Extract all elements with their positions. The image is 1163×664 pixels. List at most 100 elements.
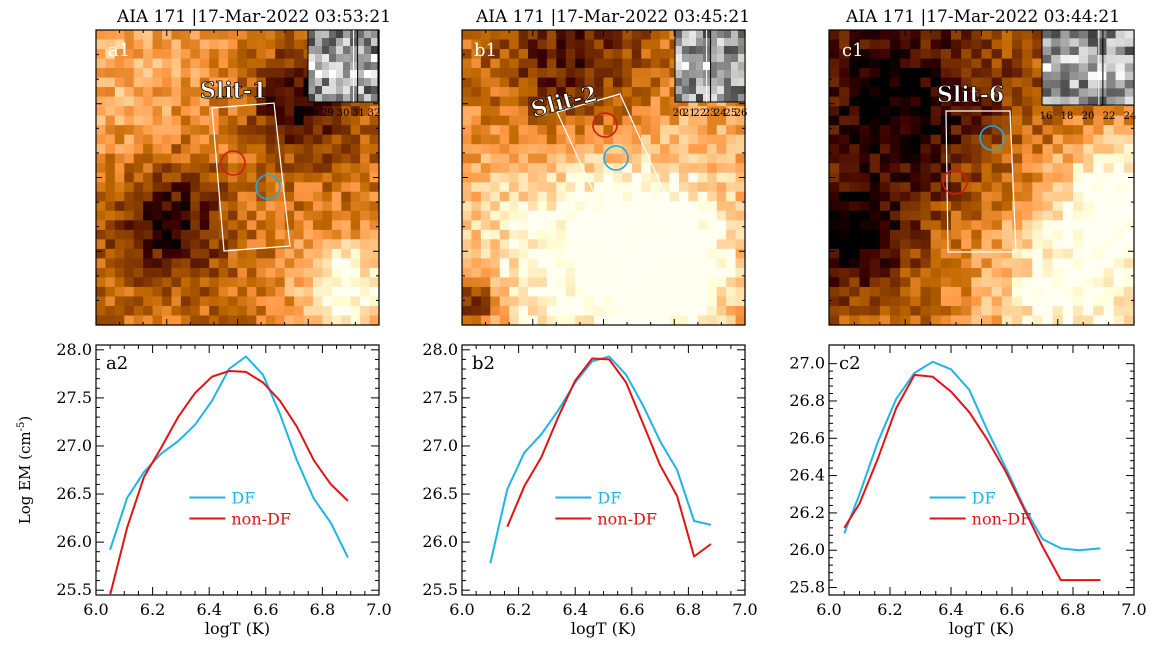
inset-image-c1: 16 18 20 22 24	[1040, 29, 1136, 122]
inset-tick-label: 21	[683, 108, 696, 119]
image-ticks-c1	[829, 30, 1134, 325]
legend-entry: DF	[597, 489, 621, 508]
slit-label-a1: Slit-1	[200, 78, 267, 104]
panel-label-b1: b1	[474, 40, 497, 61]
inset-tick-label: 16	[1040, 111, 1053, 122]
image-ticks-b1	[462, 30, 745, 325]
inset-tick-label: 22	[693, 108, 706, 119]
image-title-c1: AIA 171 |17-Mar-2022 03:44:21	[845, 7, 1120, 27]
series-line-non-df	[843, 373, 1101, 582]
y-tick-label: 25.5	[56, 580, 92, 599]
image-title-a1: AIA 171 |17-Mar-2022 03:53:21	[116, 7, 391, 27]
x-tick-label: 6.8	[310, 600, 335, 619]
inset-tick-label: 20	[673, 108, 686, 119]
x-axis-label: logT (K)	[949, 619, 1014, 638]
y-tick-label: 27.5	[422, 388, 458, 407]
non-df-circle-c1	[942, 169, 968, 195]
y-tick-label: 26.2	[789, 503, 825, 522]
panel-label-a2: a2	[106, 353, 128, 374]
image-panel-a1: AIA 171 |17-Mar-2022 03:53:21 28 29 30 31 32…	[95, 7, 391, 326]
legend-entry: non-DF	[972, 510, 1032, 529]
image-panel-c1: AIA 171 |17-Mar-2022 03:44:21 16 18 20 22 24…	[828, 7, 1136, 326]
em-chart-b2: 6.0 6.2 6.4 6.6 6.8 7.0 25.5 26.0 26.5 27.0 27.5 28…	[422, 340, 757, 638]
series-line-non-df	[109, 370, 349, 596]
y-tick-label: 26.5	[422, 484, 458, 503]
panel-label-a1: a1	[108, 40, 130, 61]
series-line-df	[843, 360, 1101, 552]
x-tick-label: 7.0	[366, 600, 391, 619]
x-axis-label: logT (K)	[571, 619, 636, 638]
x-tick-label: 6.6	[999, 600, 1024, 619]
inset-tick-label: 22	[1103, 111, 1116, 122]
legend-entry: non-DF	[231, 510, 291, 529]
inset-tick-label: 20	[1082, 111, 1095, 122]
image-panels: AIA 171 |17-Mar-2022 03:53:21 28 29 30 31 32…	[95, 7, 1136, 326]
x-tick-label: 6.6	[253, 600, 278, 619]
y-tick-label: 26.6	[789, 428, 825, 447]
y-tick-label: 26.0	[422, 532, 458, 551]
x-tick-label: 6.8	[676, 600, 701, 619]
slit-box-b1	[556, 93, 687, 259]
y-tick-label: 26.8	[789, 391, 825, 410]
plot-frame	[461, 344, 746, 596]
x-tick-label: 6.4	[562, 600, 587, 619]
y-tick-label: 27.5	[56, 388, 92, 407]
inset-tick-label: 29	[321, 108, 334, 119]
x-tick-label: 7.0	[1121, 600, 1146, 619]
image-panel-b1: AIA 171 |17-Mar-2022 03:45:21 2021222324…	[461, 7, 750, 326]
y-tick-label: 26.0	[56, 532, 92, 551]
x-tick-label: 6.0	[816, 600, 841, 619]
inset-tick-label: 26	[735, 108, 748, 119]
inset-tick-label: 23	[704, 108, 717, 119]
inset-tick-label: 18	[1061, 111, 1074, 122]
y-tick-label: 25.8	[789, 578, 825, 597]
plot-frame	[828, 344, 1135, 596]
x-tick-label: 6.2	[877, 600, 902, 619]
y-tick-label: 28.0	[422, 340, 458, 359]
panel-label-c1: c1	[842, 40, 864, 61]
em-chart-a2: 6.0 6.2 6.4 6.6 6.8 7.0 25.5 26.0 26.5 27.0 27.5 28…	[56, 340, 391, 638]
x-tick-label: 7.0	[732, 600, 757, 619]
image-title-b1: AIA 171 |17-Mar-2022 03:45:21	[475, 7, 750, 27]
aia-171-image-a1	[96, 30, 380, 326]
legend-entry: DF	[231, 489, 255, 508]
slit-box-c1	[945, 110, 1017, 253]
panel-label-b2: b2	[472, 353, 495, 374]
series-line-non-df	[506, 357, 712, 558]
df-circle-b1	[603, 145, 629, 171]
x-axis-label: logT (K)	[205, 619, 270, 638]
inset-tick-label: 31	[352, 108, 365, 119]
series-line-df	[489, 355, 712, 564]
inset-tick-label: 30	[337, 108, 350, 119]
inset-image-a1: 28 29 30 31 32	[306, 29, 381, 119]
x-tick-label: 6.2	[140, 600, 165, 619]
y-axis-label: Log EM (cm-5)	[16, 416, 34, 525]
inset-tick-label: 25	[724, 108, 737, 119]
aia-171-image-c1	[829, 30, 1135, 326]
y-tick-label: 28.0	[56, 340, 92, 359]
y-tick-label: 27.0	[56, 436, 92, 455]
x-tick-label: 6.0	[449, 600, 474, 619]
x-tick-label: 6.0	[83, 600, 108, 619]
y-tick-label: 26.4	[789, 466, 825, 485]
legend-entry: non-DF	[597, 510, 657, 529]
non-df-circle-a1	[220, 150, 246, 176]
inset-tick-label: 32	[368, 108, 381, 119]
y-tick-label: 26.0	[789, 540, 825, 559]
y-tick-label: 27.0	[422, 436, 458, 455]
df-circle-c1	[979, 125, 1005, 151]
x-tick-label: 6.4	[196, 600, 221, 619]
plot-frame	[95, 344, 380, 596]
panel-label-c2: c2	[839, 353, 861, 374]
y-tick-label: 27.0	[789, 354, 825, 373]
inset-tick-label: 24	[714, 108, 727, 119]
x-tick-label: 6.2	[506, 600, 531, 619]
x-tick-label: 6.4	[938, 600, 963, 619]
x-tick-label: 6.6	[619, 600, 644, 619]
non-df-circle-b1	[592, 112, 618, 138]
x-tick-label: 6.8	[1060, 600, 1085, 619]
df-circle-a1	[255, 174, 281, 200]
em-chart-c2: 6.0 6.2 6.4 6.6 6.8 7.0 25.8 26.0 26.2 26.4 26.6 26…	[789, 344, 1147, 638]
